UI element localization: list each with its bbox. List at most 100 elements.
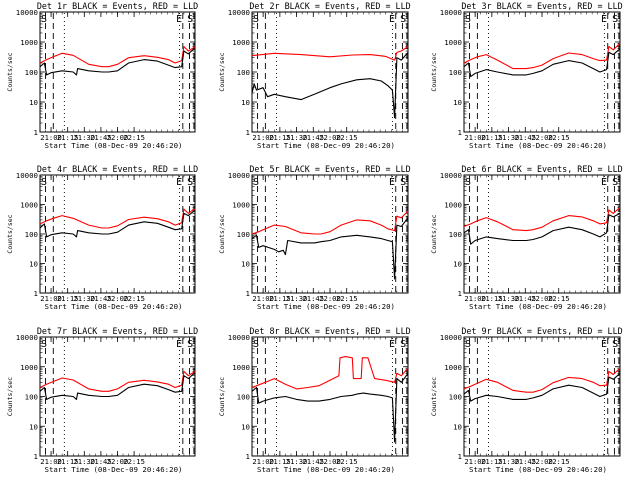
x-axis-label: Start Time (08-Dec-09 20:46:20) (469, 465, 607, 474)
interval-marker: S (612, 14, 618, 25)
interval-marker: E (601, 177, 607, 188)
x-tick-label: 21:30 (286, 133, 308, 142)
detector-plot-8: Det 8r BLACK = Events, RED = LLD Counts/s… (218, 326, 411, 474)
interval-marker: S (41, 339, 47, 350)
y-tick-label: 1 (458, 289, 462, 298)
x-tick-label: 21:45 (514, 457, 536, 466)
y-tick-label: 1 (458, 452, 462, 461)
y-tick-label: 1000 (444, 38, 462, 47)
y-tick-label: 1000 (232, 201, 250, 210)
interval-marker: S (253, 14, 259, 25)
interval-marker: S (41, 14, 47, 25)
events-rate-line (251, 217, 409, 280)
y-tick-label: 1 (34, 452, 38, 461)
y-tick-label: 1000 (232, 38, 250, 47)
y-tick-label: 100 (25, 393, 38, 402)
x-tick-label: 22:15 (548, 457, 570, 466)
y-tick-label: 10 (29, 260, 38, 269)
x-tick-label: 22:00 (531, 457, 553, 466)
detector-plot-2: Det 2r BLACK = Events, RED = LLD Counts/s… (218, 1, 411, 150)
interval-marker: S (612, 177, 618, 188)
x-axis-label: Start Time (08-Dec-09 20:46:20) (257, 302, 395, 311)
y-axis-label: Counts/sec (6, 214, 14, 253)
plot-title: Det 9r BLACK = Events, RED = LLD (461, 326, 622, 336)
y-axis-label: Counts/sec (6, 377, 14, 416)
x-tick-label: 21:00 (252, 133, 274, 142)
x-tick-label: 22:15 (336, 294, 358, 303)
x-tick-label: 22:00 (107, 294, 129, 303)
y-tick-label: 10 (453, 98, 462, 107)
plot-title: Det 8r BLACK = Events, RED = LLD (249, 326, 410, 336)
x-axis-label: Start Time (08-Dec-09 20:46:20) (469, 302, 607, 311)
y-tick-label: 100 (237, 393, 250, 402)
interval-marker: E (601, 14, 607, 25)
y-tick-label: 10 (453, 260, 462, 269)
interval-marker: E (601, 339, 607, 350)
events-rate-line (463, 372, 621, 402)
plot-title: Det 5r BLACK = Events, RED = LLD (249, 164, 410, 174)
y-tick-label: 10 (29, 98, 38, 107)
y-tick-label: 1000 (444, 363, 462, 372)
x-tick-label: 21:30 (73, 457, 95, 466)
y-tick-label: 100 (237, 68, 250, 77)
x-tick-label: 21:45 (302, 294, 324, 303)
x-tick-label: 21:30 (286, 457, 308, 466)
y-tick-label: 1 (458, 128, 462, 137)
interval-marker: S (400, 14, 406, 25)
x-tick-label: 21:15 (57, 457, 79, 466)
lld-rate-line (39, 208, 196, 229)
events-rate-line (39, 372, 196, 400)
plot-frame (39, 174, 196, 294)
lld-rate-line (39, 46, 196, 68)
interval-marker: E (176, 339, 182, 350)
plot-frame (39, 336, 196, 457)
x-axis-label: Start Time (08-Dec-09 20:46:20) (45, 302, 183, 311)
y-tick-label: 100 (449, 230, 462, 239)
y-axis-label: Counts/sec (430, 52, 438, 91)
y-tick-label: 10000 (440, 8, 462, 17)
y-axis-label: Counts/sec (430, 377, 438, 416)
x-tick-label: 21:30 (73, 294, 95, 303)
x-tick-label: 21:45 (514, 294, 536, 303)
detector-plot-3: Det 3r BLACK = Events, RED = LLD Counts/s… (430, 1, 623, 150)
y-axis-label: Counts/sec (218, 214, 226, 253)
interval-marker: S (465, 14, 471, 25)
y-tick-label: 10000 (228, 171, 250, 180)
interval-marker: S (253, 177, 259, 188)
x-tick-label: 21:15 (269, 133, 291, 142)
x-tick-label: 21:00 (40, 294, 62, 303)
x-tick-label: 21:15 (481, 294, 503, 303)
plot-title: Det 2r BLACK = Events, RED = LLD (249, 1, 410, 11)
x-axis-label: Start Time (08-Dec-09 20:46:20) (469, 141, 607, 150)
x-axis-label: Start Time (08-Dec-09 20:46:20) (45, 465, 183, 474)
y-tick-label: 1000 (444, 201, 462, 210)
x-tick-label: 21:00 (464, 457, 486, 466)
plot-title: Det 6r BLACK = Events, RED = LLD (461, 164, 622, 174)
y-tick-label: 1 (34, 289, 38, 298)
events-rate-line (251, 52, 409, 119)
y-tick-label: 10000 (16, 8, 38, 17)
interval-marker: E (176, 177, 182, 188)
y-tick-label: 100 (449, 68, 462, 77)
x-tick-label: 21:45 (514, 133, 536, 142)
interval-marker: E (389, 14, 395, 25)
y-tick-label: 100 (449, 393, 462, 402)
y-axis-label: Counts/sec (430, 214, 438, 253)
x-axis-label: Start Time (08-Dec-09 20:46:20) (257, 465, 395, 474)
lld-rate-line (251, 46, 409, 61)
interval-marker: S (612, 339, 618, 350)
y-axis-label: Counts/sec (6, 52, 14, 91)
y-tick-label: 10 (241, 422, 250, 431)
x-tick-label: 22:15 (548, 294, 570, 303)
x-tick-label: 21:30 (498, 457, 520, 466)
interval-marker: S (41, 177, 47, 188)
x-tick-label: 21:15 (269, 294, 291, 303)
plot-frame (463, 174, 621, 294)
y-axis-label: Counts/sec (218, 377, 226, 416)
detector-plot-1: Det 1r BLACK = Events, RED = LLD Counts/s… (6, 1, 198, 150)
x-tick-label: 21:45 (90, 294, 112, 303)
y-tick-label: 1000 (20, 201, 38, 210)
lld-rate-line (463, 367, 621, 393)
x-tick-label: 22:00 (531, 133, 553, 142)
